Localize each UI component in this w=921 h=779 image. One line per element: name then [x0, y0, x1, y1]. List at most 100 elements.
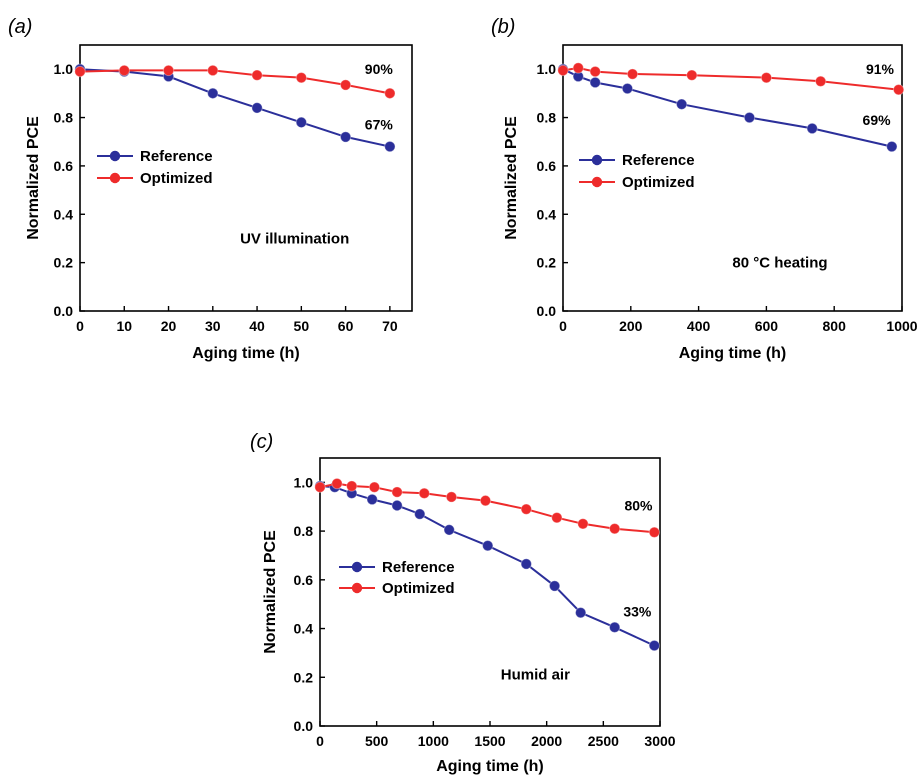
data-point-optimized — [589, 65, 601, 78]
data-point-reference — [339, 131, 352, 143]
data-point-reference — [548, 580, 561, 592]
data-point-optimized — [648, 526, 661, 539]
x-tick-label: 30 — [205, 318, 221, 334]
data-point-reference — [443, 524, 455, 536]
data-point-reference — [391, 499, 403, 512]
y-axis-title: Normalized PCE — [25, 116, 42, 240]
x-tick-label: 10 — [116, 318, 132, 334]
y-tick-label: 1.0 — [294, 474, 314, 490]
series-optimized — [314, 477, 661, 539]
series-optimized — [74, 64, 396, 100]
legend-marker — [109, 172, 121, 184]
series-line-optimized — [79, 69, 391, 95]
x-tick-label: 0 — [559, 318, 567, 334]
data-point-optimized — [207, 64, 219, 77]
data-point-optimized — [74, 65, 86, 78]
data-point-optimized — [608, 522, 621, 535]
legend-marker — [351, 582, 363, 594]
data-point-optimized — [520, 503, 532, 515]
y-axis-title: Normalized PCE — [503, 116, 520, 240]
y-tick-label: 0.6 — [54, 158, 74, 174]
legend-label: Optimized — [622, 174, 695, 191]
data-point-reference — [648, 639, 661, 652]
legend-label: Reference — [140, 148, 213, 165]
data-point-reference — [621, 82, 634, 95]
x-tick-label: 2500 — [588, 733, 619, 749]
y-tick-label: 1.0 — [537, 61, 557, 77]
y-tick-label: 0.4 — [54, 206, 74, 222]
legend-label: Optimized — [140, 170, 213, 187]
series-line-reference — [562, 68, 893, 148]
x-tick-label: 800 — [823, 318, 847, 334]
x-tick-label: 40 — [249, 318, 265, 334]
legend-marker — [109, 150, 121, 162]
data-point-optimized — [251, 69, 263, 81]
y-tick-label: 0.6 — [537, 158, 557, 174]
y-tick-label: 0.2 — [537, 255, 557, 271]
legend-label: Reference — [622, 152, 695, 169]
x-tick-label: 20 — [161, 318, 177, 334]
series-line-reference — [319, 485, 655, 647]
x-tick-label: 200 — [619, 318, 643, 334]
data-point-optimized — [760, 71, 773, 84]
y-tick-label: 1.0 — [54, 61, 74, 77]
condition-label: UV illumination — [240, 230, 349, 247]
legend: Reference Optimized — [339, 559, 455, 597]
y-tick-label: 0.0 — [294, 718, 314, 734]
data-point-optimized — [892, 84, 905, 96]
x-tick-label: 400 — [687, 318, 711, 334]
data-point-optimized — [295, 71, 308, 84]
y-tick-label: 0.4 — [294, 621, 314, 637]
panel-label: (a) — [8, 16, 32, 38]
data-point-optimized — [339, 79, 352, 91]
y-tick-label: 0.8 — [537, 110, 557, 126]
legend-label: Reference — [382, 559, 455, 576]
data-point-optimized — [557, 64, 569, 77]
x-tick-label: 1000 — [886, 318, 917, 334]
y-tick-label: 0.0 — [54, 303, 74, 319]
legend: Reference Optimized — [97, 148, 213, 187]
y-tick-label: 0.0 — [537, 303, 557, 319]
data-point-optimized — [418, 487, 430, 500]
legend-label: Optimized — [382, 580, 455, 597]
data-point-optimized — [626, 68, 639, 80]
x-tick-label: 3000 — [644, 733, 675, 749]
series-line-reference — [79, 68, 391, 148]
x-tick-label: 60 — [338, 318, 354, 334]
y-tick-label: 0.2 — [294, 669, 314, 685]
plot-frame — [79, 44, 413, 312]
panel-label: (b) — [491, 16, 515, 38]
x-tick-label: 0 — [316, 733, 324, 749]
data-point-optimized — [577, 518, 589, 530]
y-tick-label: 0.8 — [54, 110, 74, 126]
retention-annotation: 67% — [365, 117, 394, 133]
data-point-optimized — [162, 64, 175, 77]
x-tick-label: 500 — [365, 733, 389, 749]
series-reference — [74, 63, 396, 153]
data-point-reference — [574, 607, 587, 619]
series-reference — [314, 480, 661, 652]
x-axis-title: Aging time (h) — [679, 345, 787, 362]
data-point-reference — [675, 98, 688, 110]
data-point-optimized — [445, 491, 458, 503]
legend: Reference Optimized — [579, 152, 695, 191]
data-point-optimized — [346, 480, 358, 492]
x-tick-label: 2000 — [531, 733, 562, 749]
x-axis-title: Aging time (h) — [436, 758, 544, 775]
data-point-reference — [414, 508, 426, 520]
y-tick-label: 0.2 — [54, 255, 74, 271]
data-point-optimized — [551, 511, 563, 524]
data-point-optimized — [331, 477, 343, 490]
data-point-optimized — [814, 75, 827, 87]
x-tick-label: 1500 — [474, 733, 505, 749]
retention-annotation: 69% — [863, 112, 892, 128]
data-point-reference — [886, 140, 898, 153]
retention-annotation: 91% — [866, 61, 895, 77]
condition-label: Humid air — [501, 667, 570, 684]
data-point-reference — [520, 558, 532, 570]
y-tick-label: 0.4 — [537, 206, 557, 222]
plot-frame — [562, 44, 903, 312]
data-point-optimized — [118, 64, 130, 77]
x-tick-label: 1000 — [418, 733, 449, 749]
